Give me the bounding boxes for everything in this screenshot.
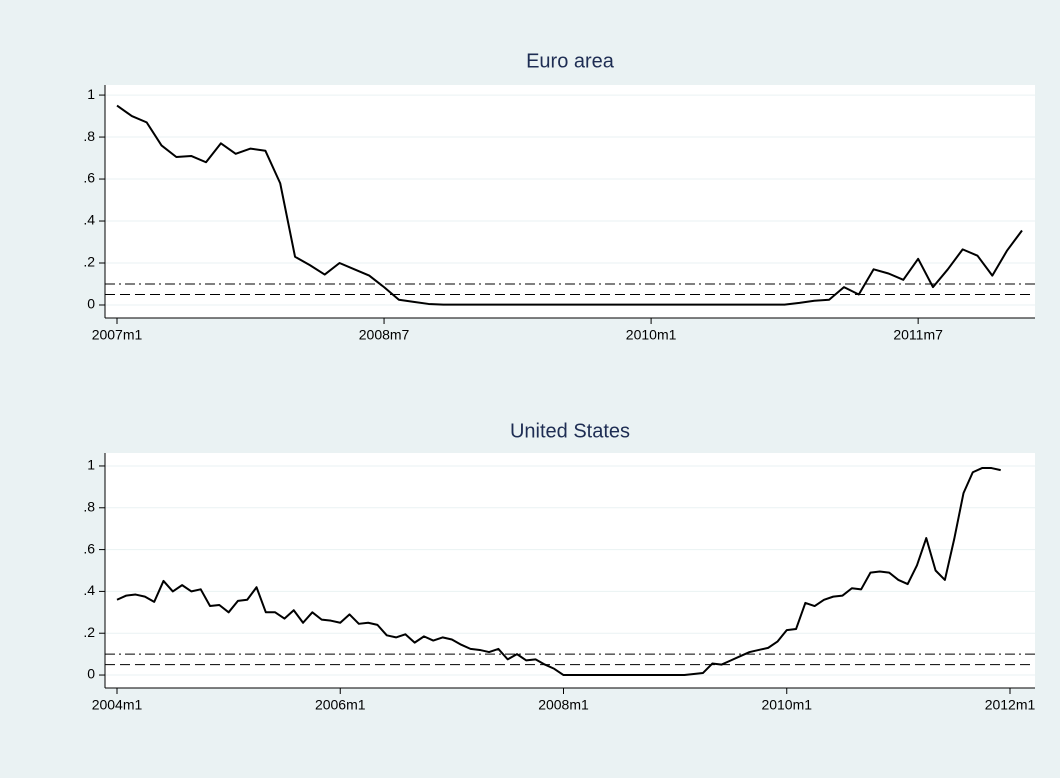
data-line bbox=[116, 467, 1001, 677]
x-tick-label: 2004m1 bbox=[92, 697, 143, 713]
plot-area bbox=[105, 453, 1035, 688]
y-tick-label: 0 bbox=[87, 666, 95, 682]
x-tick-label: 2006m1 bbox=[315, 697, 366, 713]
x-tick-label: 2010m1 bbox=[626, 327, 677, 343]
x-tick-label: 2007m1 bbox=[92, 327, 143, 343]
x-tick-label: 2011m7 bbox=[893, 327, 943, 343]
y-tick-label: .4 bbox=[83, 212, 95, 228]
y-tick-label: 1 bbox=[87, 86, 95, 102]
y-tick-label: 0 bbox=[87, 296, 95, 312]
chart-title: Euro area bbox=[526, 50, 615, 72]
x-tick-label: 2012m1 bbox=[985, 697, 1036, 713]
y-tick-label: .4 bbox=[83, 582, 95, 598]
plot-area bbox=[105, 85, 1035, 318]
x-tick-label: 2008m7 bbox=[359, 327, 410, 343]
y-tick-label: .8 bbox=[83, 128, 95, 144]
y-tick-label: .8 bbox=[83, 498, 95, 514]
y-tick-label: 1 bbox=[87, 457, 95, 473]
chart-title: United States bbox=[510, 420, 630, 442]
x-tick-label: 2010m1 bbox=[761, 697, 812, 713]
x-tick-label: 2008m1 bbox=[538, 697, 589, 713]
y-tick-label: .2 bbox=[83, 624, 95, 640]
data-line bbox=[116, 104, 1023, 306]
y-tick-label: .6 bbox=[83, 170, 95, 186]
y-tick-label: .6 bbox=[83, 540, 95, 556]
y-tick-label: .2 bbox=[83, 254, 95, 270]
